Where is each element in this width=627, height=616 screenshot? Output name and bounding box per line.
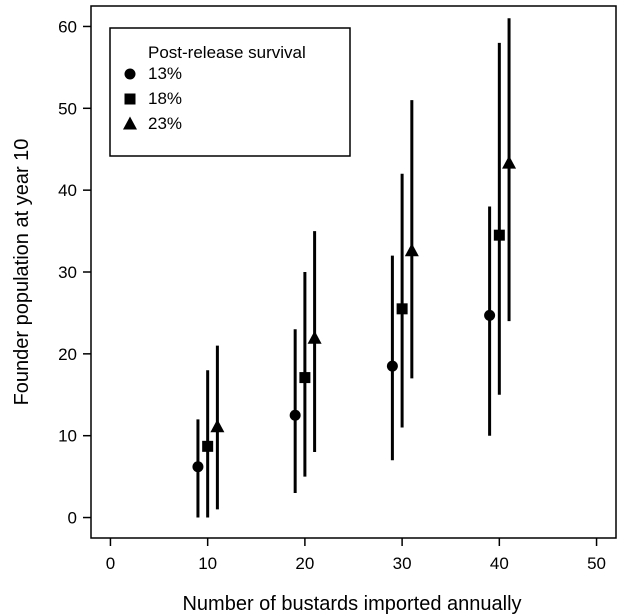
data-point-square (202, 440, 214, 452)
y-tick-label: 10 (58, 427, 77, 446)
y-tick-label: 40 (58, 181, 77, 200)
x-axis-label: Number of bustards imported annually (182, 593, 521, 615)
y-tick-label: 20 (58, 345, 77, 364)
y-axis: 0 10 20 30 40 50 60 (58, 17, 91, 528)
legend-marker-square (124, 93, 136, 105)
legend-title: Post-release survival (148, 43, 306, 62)
legend-label: 23% (148, 114, 182, 133)
legend-box (109, 27, 351, 157)
data-point-triangle (210, 419, 225, 433)
y-axis-label: Founder population at year 10 (11, 139, 33, 406)
data-point-triangle (404, 243, 419, 257)
data-point-circle (386, 360, 398, 372)
x-axis: 0 10 20 30 40 50 (106, 538, 606, 573)
data-point-triangle (307, 330, 322, 344)
y-tick-label: 30 (58, 263, 77, 282)
data-point-square (396, 303, 408, 315)
y-tick-label: 0 (68, 509, 77, 528)
y-tick-label: 50 (58, 99, 77, 118)
legend-marker-triangle (123, 116, 137, 130)
x-tick-label: 30 (393, 554, 412, 573)
data-marks (192, 18, 517, 518)
x-tick-label: 40 (490, 554, 509, 573)
data-point-circle (289, 409, 301, 421)
y-tick-label: 60 (58, 17, 77, 36)
legend-items: 13% 18% 23% (123, 64, 182, 133)
data-point-square (299, 372, 311, 384)
data-point-circle (192, 461, 204, 473)
legend-label: 18% (148, 89, 182, 108)
x-tick-label: 10 (198, 554, 217, 573)
data-point-triangle (502, 155, 517, 169)
x-tick-label: 0 (106, 554, 115, 573)
legend-label: 13% (148, 64, 182, 83)
x-tick-label: 50 (587, 554, 606, 573)
legend: Post-release survival 13% 18% 23% (109, 27, 351, 157)
data-point-square (493, 229, 505, 241)
legend-marker-circle (124, 68, 136, 80)
data-point-circle (484, 309, 496, 321)
x-tick-label: 20 (295, 554, 314, 573)
